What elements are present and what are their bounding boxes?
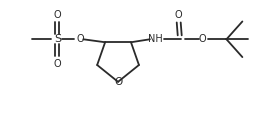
Text: O: O — [76, 34, 84, 44]
Text: NH: NH — [148, 34, 163, 44]
Text: O: O — [53, 59, 61, 69]
Text: O: O — [174, 10, 182, 20]
Text: O: O — [53, 10, 61, 20]
Text: S: S — [54, 34, 61, 44]
Text: O: O — [198, 34, 205, 44]
Text: O: O — [114, 77, 122, 87]
